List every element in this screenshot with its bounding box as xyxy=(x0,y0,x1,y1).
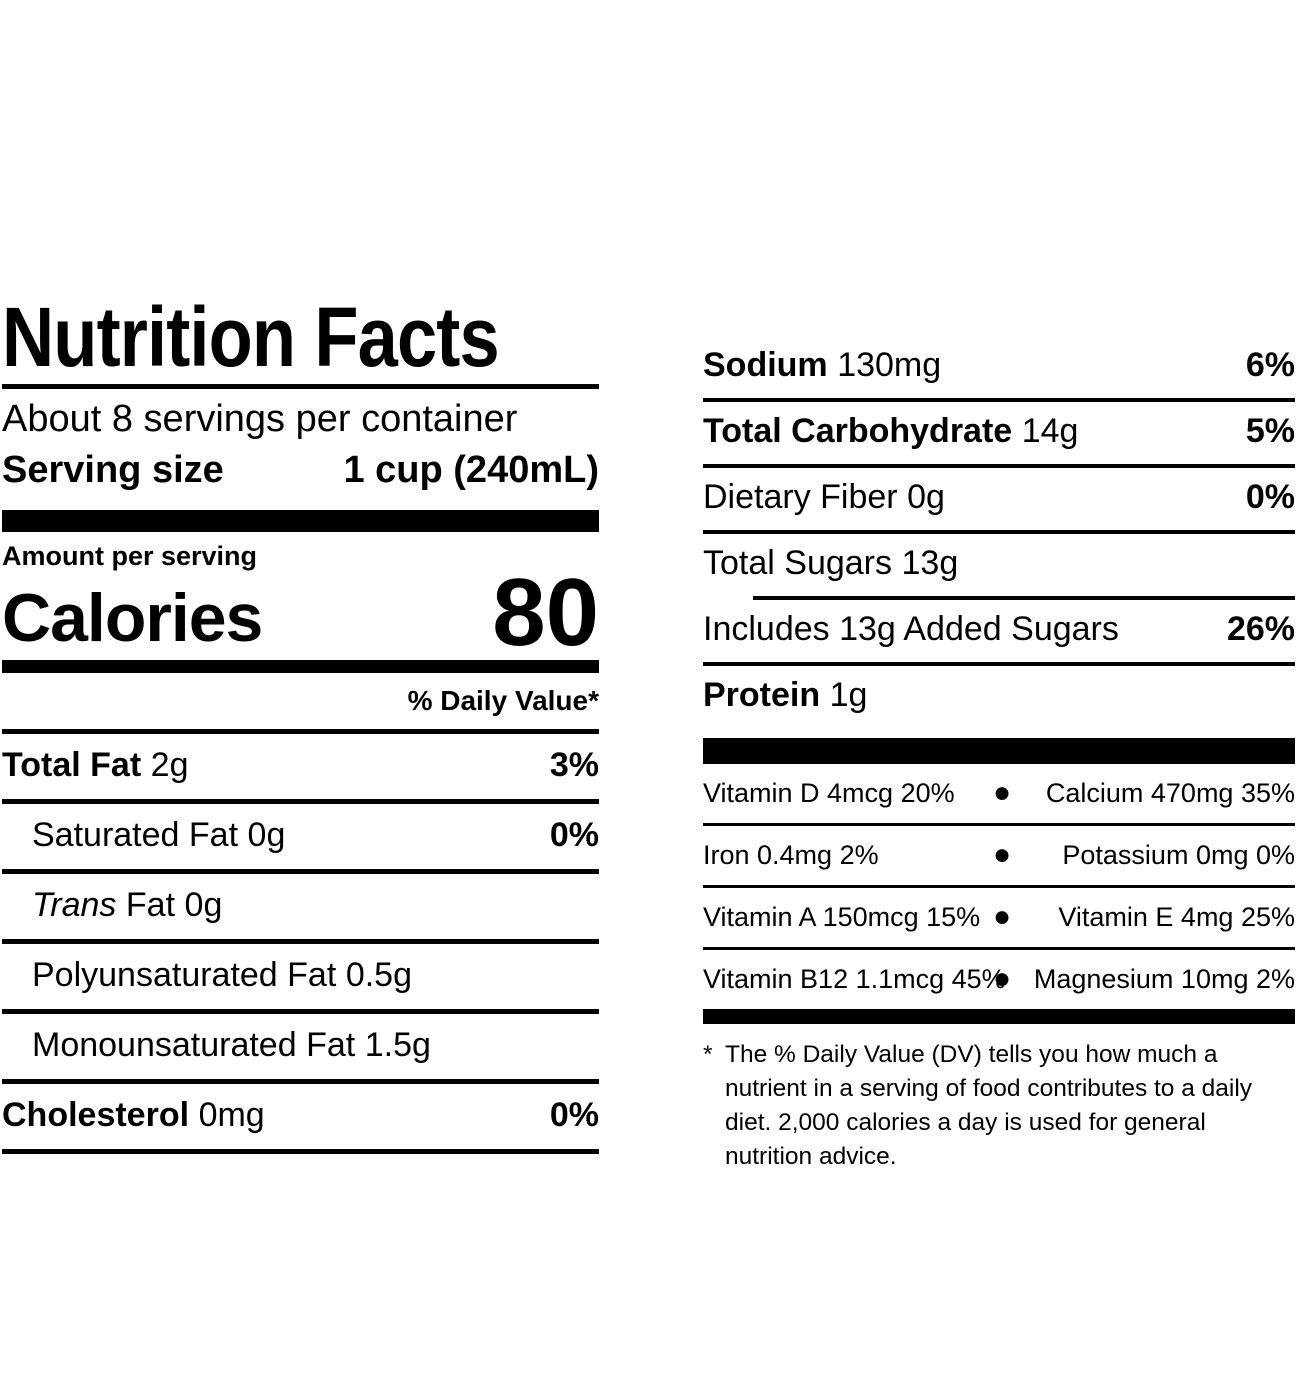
nutrient-dv: 3% xyxy=(549,746,599,785)
nutrient-dv: 0% xyxy=(549,1096,599,1135)
nutrient-row-saturated-fat: Saturated Fat 0g 0% xyxy=(2,804,599,875)
nutrient-row-polyunsaturated-fat: Polyunsaturated Fat 0.5g xyxy=(2,944,599,1015)
serving-size-label: Serving size xyxy=(2,448,224,491)
calories-row: Calories 80 xyxy=(2,558,599,666)
micronutrient-row: Vitamin D 4mcg 20% ● Calcium 470mg 35% xyxy=(703,764,1295,826)
nutrient-name-amount: Trans Fat 0g xyxy=(32,886,223,925)
serving-size-row: Serving size 1 cup (240mL) xyxy=(2,449,599,492)
calories-label: Calories xyxy=(2,580,263,657)
micronutrient-right: Calcium 470mg 35% xyxy=(1045,778,1295,808)
nutrient-name-amount: Polyunsaturated Fat 0.5g xyxy=(32,956,412,995)
nutrient-row-cholesterol: Cholesterol 0mg 0% xyxy=(2,1084,599,1155)
micronutrient-left: Vitamin B12 1.1mcg 45% xyxy=(703,964,1006,994)
micronutrient-right: Magnesium 10mg 2% xyxy=(1033,964,1295,994)
calories-value: 80 xyxy=(492,558,599,666)
nutrient-row-monounsaturated-fat: Monounsaturated Fat 1.5g xyxy=(2,1014,599,1085)
micronutrient-right: Potassium 0mg 0% xyxy=(1062,840,1295,870)
nutrient-dv: 0% xyxy=(1245,478,1295,516)
indented-rule xyxy=(753,596,1295,600)
nutrient-name-amount: Dietary Fiber 0g xyxy=(703,478,945,516)
nutrient-name-amount: Protein 1g xyxy=(703,676,868,714)
bullet-icon: ● xyxy=(992,776,1012,809)
micronutrient-left: Iron 0.4mg 2% xyxy=(703,840,879,870)
nutrient-name-amount: Sodium 130mg xyxy=(703,346,942,384)
micronutrient-row: Vitamin B12 1.1mcg 45% ● Magnesium 10mg … xyxy=(703,950,1295,1009)
title-block: Nutrition Facts xyxy=(2,290,599,389)
micronutrient-right: Vitamin E 4mg 25% xyxy=(1058,902,1295,932)
daily-value-footnote: * The % Daily Value (DV) tells you how m… xyxy=(703,1038,1295,1174)
micronutrient-row: Iron 0.4mg 2% ● Potassium 0mg 0% xyxy=(703,826,1295,888)
nutrient-row-protein: Protein 1g xyxy=(703,666,1295,728)
label-title: Nutrition Facts xyxy=(2,290,500,384)
nutrient-row-sodium: Sodium 130mg 6% xyxy=(703,336,1295,402)
nutrient-name-amount: Total Carbohydrate 14g xyxy=(703,412,1079,450)
divider-bar-medium xyxy=(2,660,599,674)
label-left-column: Nutrition Facts About 8 servings per con… xyxy=(2,290,599,1155)
nutrient-row-added-sugars: Includes 13g Added Sugars 26% xyxy=(703,600,1295,666)
bullet-icon: ● xyxy=(992,838,1012,871)
label-right-column: Sodium 130mg 6% Total Carbohydrate 14g 5% … xyxy=(703,336,1295,1174)
footnote-marker: * xyxy=(703,1041,713,1068)
nutrient-dv: 5% xyxy=(1245,412,1295,450)
micronutrient-left: Vitamin A 150mcg 15% xyxy=(703,902,981,932)
nutrient-row-total-fat: Total Fat 2g 3% xyxy=(2,734,599,805)
nutrient-dv: 26% xyxy=(1226,610,1295,648)
nutrient-row-trans-fat: Trans Fat 0g xyxy=(2,874,599,945)
amount-per-serving-label: Amount per serving xyxy=(2,540,258,571)
bullet-icon: ● xyxy=(992,900,1012,933)
nutrient-name-amount: Includes 13g Added Sugars xyxy=(703,610,1119,648)
divider-bar-thick xyxy=(2,509,599,532)
nutrient-row-total-sugars: Total Sugars 13g xyxy=(703,534,1295,596)
nutrient-name-amount: Saturated Fat 0g xyxy=(32,816,286,855)
micronutrient-left: Vitamin D 4mcg 20% xyxy=(703,778,955,808)
bullet-icon: ● xyxy=(992,962,1012,995)
divider-bar-protein xyxy=(703,738,1295,764)
nutrient-name-amount: Monounsaturated Fat 1.5g xyxy=(32,1026,431,1065)
nutrient-name-amount: Cholesterol 0mg xyxy=(2,1096,265,1135)
footnote-text: The % Daily Value (DV) tells you how muc… xyxy=(725,1041,1253,1170)
nutrient-dv: 6% xyxy=(1245,346,1295,384)
daily-value-header: % Daily Value* xyxy=(2,673,599,735)
nutrient-row-dietary-fiber: Dietary Fiber 0g 0% xyxy=(703,468,1295,534)
micronutrients-table: Vitamin D 4mcg 20% ● Calcium 470mg 35% I… xyxy=(703,764,1295,1009)
nutrient-row-total-carbohydrate: Total Carbohydrate 14g 5% xyxy=(703,402,1295,468)
micronutrient-row: Vitamin A 150mcg 15% ● Vitamin E 4mg 25% xyxy=(703,888,1295,950)
serving-size-value: 1 cup (240mL) xyxy=(343,448,599,491)
divider-bar-bottom xyxy=(703,1009,1295,1024)
servings-per-container: About 8 servings per container xyxy=(2,397,518,440)
nutrient-dv: 0% xyxy=(549,816,599,855)
nutrient-name-amount: Total Sugars 13g xyxy=(703,544,959,582)
nutrient-name-amount: Total Fat 2g xyxy=(2,746,189,785)
